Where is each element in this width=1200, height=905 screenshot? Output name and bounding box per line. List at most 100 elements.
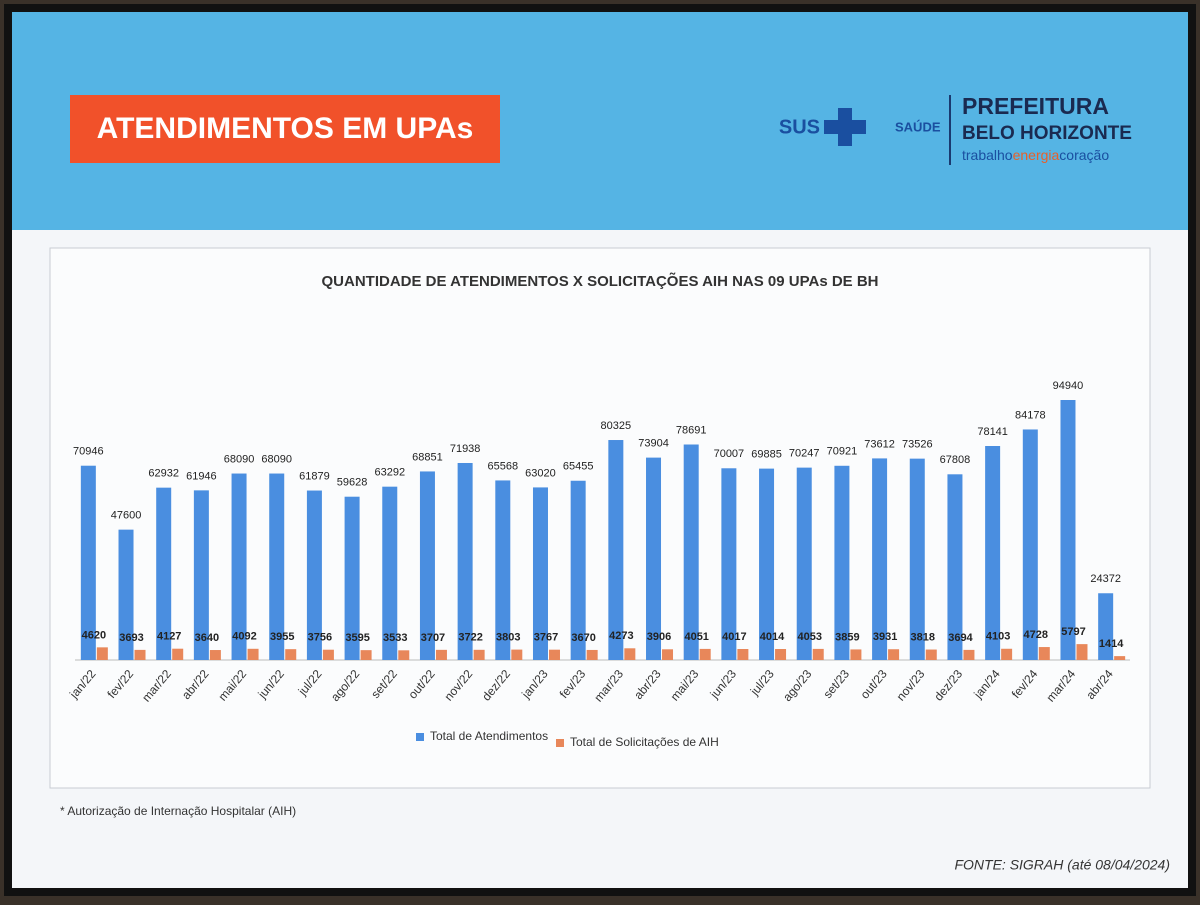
data-label: 65568 — [488, 460, 519, 472]
bar — [322, 649, 334, 660]
data-label: 4620 — [82, 629, 106, 641]
data-label: 3670 — [571, 632, 595, 644]
bar — [80, 465, 96, 660]
data-label: 94940 — [1053, 380, 1084, 392]
slide-title: ATENDIMENTOS EM UPAs — [97, 112, 474, 145]
bar — [812, 648, 824, 660]
data-label: 24372 — [1090, 573, 1121, 585]
title-box — [70, 95, 500, 163]
bar — [963, 649, 975, 660]
data-label: 3693 — [119, 632, 143, 644]
bar — [775, 649, 787, 660]
data-label: 3595 — [345, 632, 369, 644]
slogan: trabalhoenergiacoração — [962, 147, 1109, 163]
bar — [570, 480, 586, 660]
data-label: 4092 — [232, 631, 256, 643]
data-label: 4017 — [722, 631, 746, 643]
bar — [548, 649, 560, 660]
source: FONTE: SIGRAH (até 08/04/2024) — [954, 857, 1170, 873]
data-label: 3694 — [948, 632, 973, 644]
data-label: 3818 — [911, 631, 935, 643]
bar — [947, 474, 963, 660]
data-label: 68851 — [412, 451, 443, 463]
legend-label: Total de Solicitações de AIH — [570, 735, 719, 749]
slogan-part: coração — [1059, 147, 1109, 163]
data-label: 61946 — [186, 470, 217, 482]
bar — [586, 649, 598, 660]
bar — [193, 490, 209, 660]
data-label: 65455 — [563, 461, 594, 473]
data-label: 71938 — [450, 443, 481, 455]
data-label: 3707 — [421, 632, 445, 644]
saude-label: SAÚDE — [895, 119, 941, 134]
data-label: 3859 — [835, 631, 859, 643]
data-label: 3640 — [195, 632, 219, 644]
bar — [435, 649, 447, 660]
bar — [909, 458, 925, 660]
data-label: 80325 — [601, 420, 632, 432]
data-label: 70007 — [714, 448, 745, 460]
data-label: 78141 — [977, 426, 1008, 438]
bar — [737, 648, 749, 660]
bar — [511, 649, 523, 660]
data-label: 84178 — [1015, 409, 1046, 421]
bar — [699, 648, 711, 660]
data-label: 62932 — [148, 468, 179, 480]
bar — [608, 440, 624, 660]
bar — [344, 496, 360, 660]
bar — [662, 649, 674, 660]
data-label: 68090 — [261, 453, 292, 465]
data-label: 47600 — [111, 510, 142, 522]
chart-frame — [49, 247, 1151, 789]
data-label: 3803 — [496, 631, 520, 643]
data-label: 59628 — [337, 477, 368, 489]
data-label: 70946 — [73, 446, 104, 458]
bar — [118, 529, 134, 660]
bar — [231, 473, 247, 660]
bar — [457, 462, 473, 660]
data-label: 3931 — [873, 631, 897, 643]
bar — [172, 648, 184, 660]
slogan-part: energia — [1013, 147, 1060, 163]
data-label: 63292 — [374, 467, 405, 479]
data-label: 4728 — [1024, 629, 1048, 641]
data-label: 69885 — [751, 449, 782, 461]
data-label: 4051 — [684, 631, 708, 643]
slogan-part: trabalho — [962, 147, 1013, 163]
data-label: 63020 — [525, 467, 556, 479]
bar — [382, 486, 398, 660]
bar — [759, 468, 775, 660]
bar — [269, 473, 285, 660]
data-label: 3533 — [383, 632, 407, 644]
bar — [1076, 644, 1088, 660]
bar — [721, 468, 737, 660]
data-label: 3756 — [308, 632, 332, 644]
bar — [985, 446, 1001, 660]
bar — [285, 649, 297, 660]
chart-title: QUANTIDADE DE ATENDIMENTOS X SOLICITAÇÕE… — [322, 272, 879, 290]
legend-swatch — [556, 739, 564, 747]
bar — [209, 650, 221, 660]
data-label: 3767 — [534, 632, 558, 644]
sus-logo: SUS — [779, 116, 820, 138]
data-label: 4014 — [760, 631, 785, 643]
bar — [872, 458, 888, 660]
bar — [1114, 656, 1126, 660]
city-label: BELO HORIZONTE — [962, 123, 1132, 144]
bar — [1022, 429, 1038, 660]
data-label: 70247 — [789, 448, 820, 460]
data-label: 3722 — [458, 632, 482, 644]
bar — [1060, 400, 1076, 660]
footnote: * Autorização de Internação Hospitalar (… — [60, 804, 296, 818]
data-label: 78691 — [676, 424, 707, 436]
data-label: 73904 — [638, 438, 669, 450]
bar — [495, 480, 511, 660]
bar — [306, 490, 322, 660]
bar — [247, 648, 259, 660]
data-label: 70921 — [827, 446, 858, 458]
bar — [1001, 648, 1013, 660]
legend-label: Total de Atendimentos — [430, 729, 548, 743]
bar — [834, 465, 850, 660]
